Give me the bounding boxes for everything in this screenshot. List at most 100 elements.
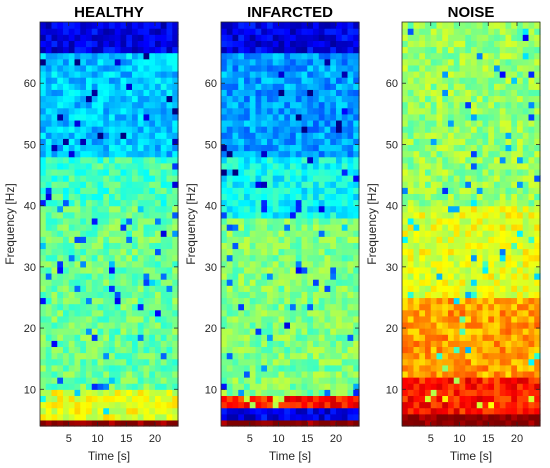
heatmap-cell	[290, 28, 297, 35]
heatmap-cell	[330, 211, 337, 219]
heatmap-cell	[155, 236, 162, 243]
heatmap-cell	[226, 352, 234, 360]
heatmap-cell	[238, 309, 245, 317]
heatmap-cell	[419, 297, 426, 305]
heatmap-cell	[517, 407, 524, 415]
heatmap-cell	[226, 64, 234, 72]
heatmap-cell	[261, 266, 268, 274]
heatmap-cell	[407, 95, 415, 103]
heatmap-cell	[528, 175, 535, 182]
heatmap-cell	[442, 168, 449, 176]
heatmap-cell	[137, 193, 145, 201]
heatmap-cell	[137, 407, 145, 415]
heatmap-cell	[238, 156, 245, 164]
heatmap-cell	[155, 309, 162, 317]
heatmap-cell	[103, 34, 110, 41]
heatmap-cell	[51, 22, 58, 29]
heatmap-cell	[511, 162, 518, 170]
heatmap-cell	[166, 144, 173, 152]
heatmap-cell	[172, 334, 179, 341]
heatmap-cell	[166, 101, 173, 109]
heatmap-cell	[465, 236, 472, 243]
heatmap-cell	[103, 95, 110, 103]
heatmap-cell	[221, 70, 228, 78]
heatmap-cell	[488, 236, 495, 243]
heatmap-cell	[488, 370, 495, 378]
heatmap-cell	[290, 144, 297, 152]
heatmap-cell	[430, 58, 438, 66]
heatmap-cell	[57, 22, 64, 29]
heatmap-cell	[353, 211, 360, 219]
heatmap-cell	[425, 254, 432, 262]
heatmap-cell	[430, 52, 438, 60]
heatmap-cell	[143, 101, 150, 109]
y-tick-label: 50	[24, 139, 36, 151]
heatmap-cell	[74, 28, 81, 35]
heatmap-cell	[267, 168, 274, 176]
heatmap-cell	[494, 303, 501, 311]
heatmap-cell	[465, 254, 472, 262]
heatmap-cell	[402, 389, 409, 396]
heatmap-cell	[347, 389, 354, 396]
heatmap-cell	[40, 260, 47, 268]
heatmap-cell	[244, 199, 251, 207]
heatmap-cell	[267, 346, 274, 354]
heatmap-cell	[494, 285, 501, 292]
heatmap-cell	[330, 364, 337, 372]
heatmap-cell	[318, 236, 326, 243]
heatmap-cell	[40, 168, 47, 176]
heatmap-cell	[160, 389, 168, 396]
heatmap-cell	[459, 89, 466, 97]
heatmap-cell	[307, 248, 314, 256]
heatmap-cell	[97, 230, 104, 237]
heatmap-cell	[528, 395, 535, 403]
heatmap-cell	[494, 89, 501, 97]
heatmap-cell	[402, 358, 409, 366]
heatmap-cell	[68, 401, 76, 409]
heatmap-cell	[68, 58, 76, 66]
heatmap-cell	[341, 46, 349, 54]
heatmap-cell	[149, 52, 156, 60]
heatmap-cell	[313, 113, 320, 121]
heatmap-cell	[97, 419, 104, 427]
heatmap-cell	[68, 297, 76, 305]
heatmap-cell	[511, 272, 518, 280]
heatmap-cell	[126, 309, 133, 317]
heatmap-cell	[436, 126, 443, 133]
heatmap-cell	[109, 22, 116, 29]
heatmap-cell	[97, 383, 104, 390]
heatmap-cell	[430, 211, 438, 219]
heatmap-cell	[226, 230, 234, 237]
heatmap-cell	[80, 309, 87, 317]
heatmap-cell	[261, 358, 268, 366]
heatmap-cell	[436, 407, 443, 415]
heatmap-cell	[313, 303, 320, 311]
heatmap-cell	[494, 346, 501, 354]
x-axis-label: Time [s]	[269, 449, 311, 463]
heatmap-cell	[51, 266, 58, 274]
heatmap-cell	[413, 138, 420, 146]
heatmap-cell	[295, 230, 303, 237]
heatmap-cell	[324, 254, 331, 262]
heatmap-cell	[482, 383, 489, 390]
heatmap-cell	[511, 383, 518, 390]
heatmap-cell	[80, 205, 87, 213]
heatmap-cell	[522, 297, 530, 305]
heatmap-cell	[267, 40, 274, 48]
heatmap-cell	[499, 279, 507, 286]
heatmap-cell	[249, 132, 257, 139]
heatmap-cell	[407, 101, 415, 109]
heatmap-cell	[436, 187, 443, 194]
heatmap-cell	[295, 303, 303, 311]
heatmap-cell	[126, 156, 133, 164]
heatmap-cell	[413, 389, 420, 396]
heatmap-cell	[488, 279, 495, 286]
heatmap-cell	[114, 377, 122, 384]
heatmap-cell	[459, 272, 466, 280]
heatmap-cell	[221, 193, 228, 201]
heatmap-cell	[341, 279, 349, 286]
heatmap-cell	[132, 260, 139, 268]
heatmap-cell	[476, 40, 484, 48]
heatmap-cell	[232, 395, 239, 403]
heatmap-cell	[272, 254, 280, 262]
